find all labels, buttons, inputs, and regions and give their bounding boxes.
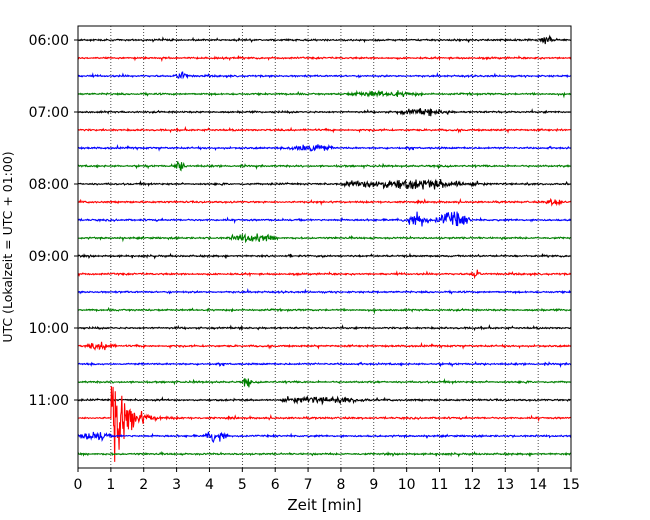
trace-0915 bbox=[77, 269, 572, 280]
plot-frame bbox=[77, 25, 572, 469]
trace-0900 bbox=[77, 252, 572, 260]
x-axis-ticks: 0 1 2 3 4 5 6 7 8 9 10 11 12 13 14 15 bbox=[74, 468, 580, 493]
x-tick-label: 7 bbox=[304, 477, 313, 493]
trace-0630 bbox=[77, 71, 572, 80]
y-tick-label: 10:00 bbox=[29, 321, 69, 337]
trace-1030 bbox=[77, 361, 572, 368]
x-tick-label: 8 bbox=[336, 477, 345, 493]
x-tick-label: 3 bbox=[172, 477, 181, 493]
y-axis-ticks: 06:00 07:00 08:00 09:00 10:00 11:00 bbox=[29, 33, 78, 409]
x-tick-label: 5 bbox=[238, 477, 247, 493]
x-tick-label: 15 bbox=[562, 477, 580, 493]
trace-0615 bbox=[77, 55, 572, 63]
y-tick-label: 11:00 bbox=[29, 393, 69, 409]
x-tick-label: 10 bbox=[398, 477, 416, 493]
y-tick-label: 08:00 bbox=[29, 177, 69, 193]
trace-0800 bbox=[77, 178, 572, 190]
trace-0830 bbox=[77, 211, 572, 227]
trace-0715 bbox=[77, 125, 572, 134]
x-tick-label: 9 bbox=[369, 477, 378, 493]
trace-0930 bbox=[77, 288, 572, 295]
y-tick-label: 09:00 bbox=[29, 249, 69, 265]
y-tick-label: 06:00 bbox=[29, 33, 69, 49]
trace-0845 bbox=[77, 232, 572, 244]
y-axis-label: UTC (Lokalzeit = UTC + 01:00) bbox=[0, 151, 15, 342]
trace-1015 bbox=[77, 341, 572, 351]
x-tick-label: 4 bbox=[205, 477, 214, 493]
x-tick-label: 2 bbox=[139, 477, 148, 493]
x-axis-label: Zeit [min] bbox=[287, 496, 361, 514]
trace-0745 bbox=[77, 161, 572, 172]
vertical-gridlines bbox=[110, 26, 539, 468]
trace-1100 bbox=[77, 395, 572, 406]
trace-0815 bbox=[77, 197, 572, 207]
trace-1000 bbox=[77, 323, 572, 332]
x-tick-label: 0 bbox=[74, 477, 83, 493]
trace-1145 bbox=[77, 450, 572, 458]
trace-1045 bbox=[77, 377, 572, 388]
x-tick-label: 6 bbox=[271, 477, 280, 493]
trace-1130 bbox=[77, 431, 572, 444]
x-tick-label: 12 bbox=[463, 477, 481, 493]
trace-0700 bbox=[77, 107, 572, 117]
trace-0600 bbox=[77, 34, 572, 45]
trace-0945 bbox=[77, 306, 572, 315]
trace-0645 bbox=[77, 89, 572, 99]
y-tick-label: 07:00 bbox=[29, 105, 69, 121]
x-tick-label: 14 bbox=[529, 477, 547, 493]
x-tick-label: 1 bbox=[106, 477, 115, 493]
x-tick-label: 11 bbox=[431, 477, 449, 493]
trace-0730 bbox=[77, 143, 572, 152]
trace-1115 bbox=[77, 386, 572, 462]
seismogram-traces bbox=[77, 34, 572, 462]
x-tick-label: 13 bbox=[496, 477, 514, 493]
